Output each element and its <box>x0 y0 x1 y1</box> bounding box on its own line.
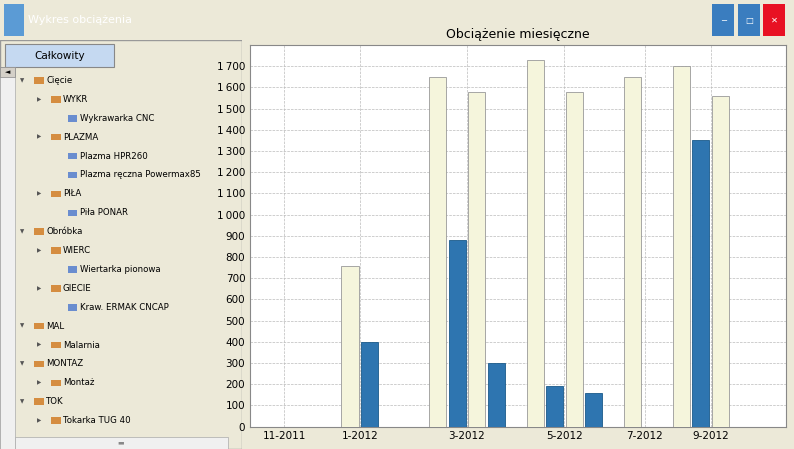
Text: ▶: ▶ <box>37 286 40 291</box>
Text: TOK: TOK <box>46 397 64 406</box>
Text: ▼: ▼ <box>20 361 24 366</box>
Bar <box>673 66 690 427</box>
Bar <box>449 240 466 427</box>
Bar <box>67 153 78 159</box>
Bar <box>712 4 734 36</box>
Text: Całkowity: Całkowity <box>34 51 85 61</box>
Bar <box>488 363 505 427</box>
Bar <box>67 304 78 311</box>
Text: ▶: ▶ <box>37 191 40 196</box>
Text: Obróbka: Obróbka <box>46 227 83 236</box>
Bar <box>14 437 228 449</box>
Bar <box>565 92 583 427</box>
Bar <box>34 361 44 367</box>
Bar <box>711 96 729 427</box>
Text: Plazma ręczna Powermax85: Plazma ręczna Powermax85 <box>80 171 201 180</box>
Text: ▶: ▶ <box>37 380 40 385</box>
Text: MONTAZ: MONTAZ <box>46 360 83 369</box>
Bar <box>0 67 14 77</box>
Bar <box>34 77 44 84</box>
Bar <box>67 266 78 273</box>
Bar <box>51 418 60 424</box>
Text: Cięcie: Cięcie <box>46 76 72 85</box>
Bar <box>51 285 60 292</box>
Title: Obciążenie miesięczne: Obciążenie miesięczne <box>446 28 590 41</box>
Text: Wiertarka pionowa: Wiertarka pionowa <box>80 265 160 274</box>
Bar <box>34 323 44 330</box>
Text: GIECIE: GIECIE <box>63 284 92 293</box>
Bar <box>51 96 60 103</box>
Text: ▼: ▼ <box>20 229 24 234</box>
Text: ▼: ▼ <box>20 78 24 83</box>
Text: PLAZMA: PLAZMA <box>63 133 98 142</box>
Bar <box>430 77 446 427</box>
Bar <box>51 247 60 254</box>
Bar <box>526 60 544 427</box>
Bar <box>34 229 44 235</box>
Text: ▼: ▼ <box>20 399 24 404</box>
Text: ◄: ◄ <box>5 69 10 75</box>
Text: ▶: ▶ <box>37 248 40 253</box>
Bar <box>585 392 602 427</box>
Text: Kraw. ERMAK CNCAP: Kraw. ERMAK CNCAP <box>80 303 168 312</box>
Bar <box>361 342 378 427</box>
Bar <box>67 172 78 178</box>
Bar <box>51 342 60 348</box>
Bar <box>624 77 641 427</box>
Bar <box>546 386 563 427</box>
Text: PIŁA: PIŁA <box>63 189 81 198</box>
Text: Tokarka TUG 40: Tokarka TUG 40 <box>63 416 130 425</box>
Bar <box>51 134 60 141</box>
Text: WIERC: WIERC <box>63 246 91 255</box>
Bar <box>763 4 785 36</box>
Text: WYKR: WYKR <box>63 95 88 104</box>
Text: ▬: ▬ <box>118 440 125 446</box>
Bar <box>692 140 709 427</box>
Text: Wykrawarka CNC: Wykrawarka CNC <box>80 114 154 123</box>
Bar <box>34 399 44 405</box>
Bar <box>738 4 760 36</box>
Bar <box>0 67 14 449</box>
Bar <box>468 92 485 427</box>
Text: ▶: ▶ <box>37 97 40 102</box>
Text: ─: ─ <box>721 16 726 25</box>
Text: Malarnia: Malarnia <box>63 340 100 350</box>
Bar <box>341 266 359 427</box>
Text: ▼: ▼ <box>20 324 24 329</box>
Text: Wykres obciążenia: Wykres obciążenia <box>28 15 132 25</box>
Text: ▶: ▶ <box>37 135 40 140</box>
Text: Piła PONAR: Piła PONAR <box>80 208 128 217</box>
Text: MAL: MAL <box>46 321 64 330</box>
Text: ✕: ✕ <box>771 16 777 25</box>
Bar <box>67 115 78 122</box>
Bar <box>51 191 60 197</box>
Bar <box>67 210 78 216</box>
Bar <box>5 44 114 67</box>
Text: ▶: ▶ <box>37 418 40 423</box>
Bar <box>51 379 60 386</box>
Bar <box>4 4 24 36</box>
Text: Plazma HPR260: Plazma HPR260 <box>80 152 148 161</box>
Text: Montaż: Montaż <box>63 379 94 387</box>
Text: ▶: ▶ <box>37 343 40 348</box>
Text: □: □ <box>745 16 753 25</box>
